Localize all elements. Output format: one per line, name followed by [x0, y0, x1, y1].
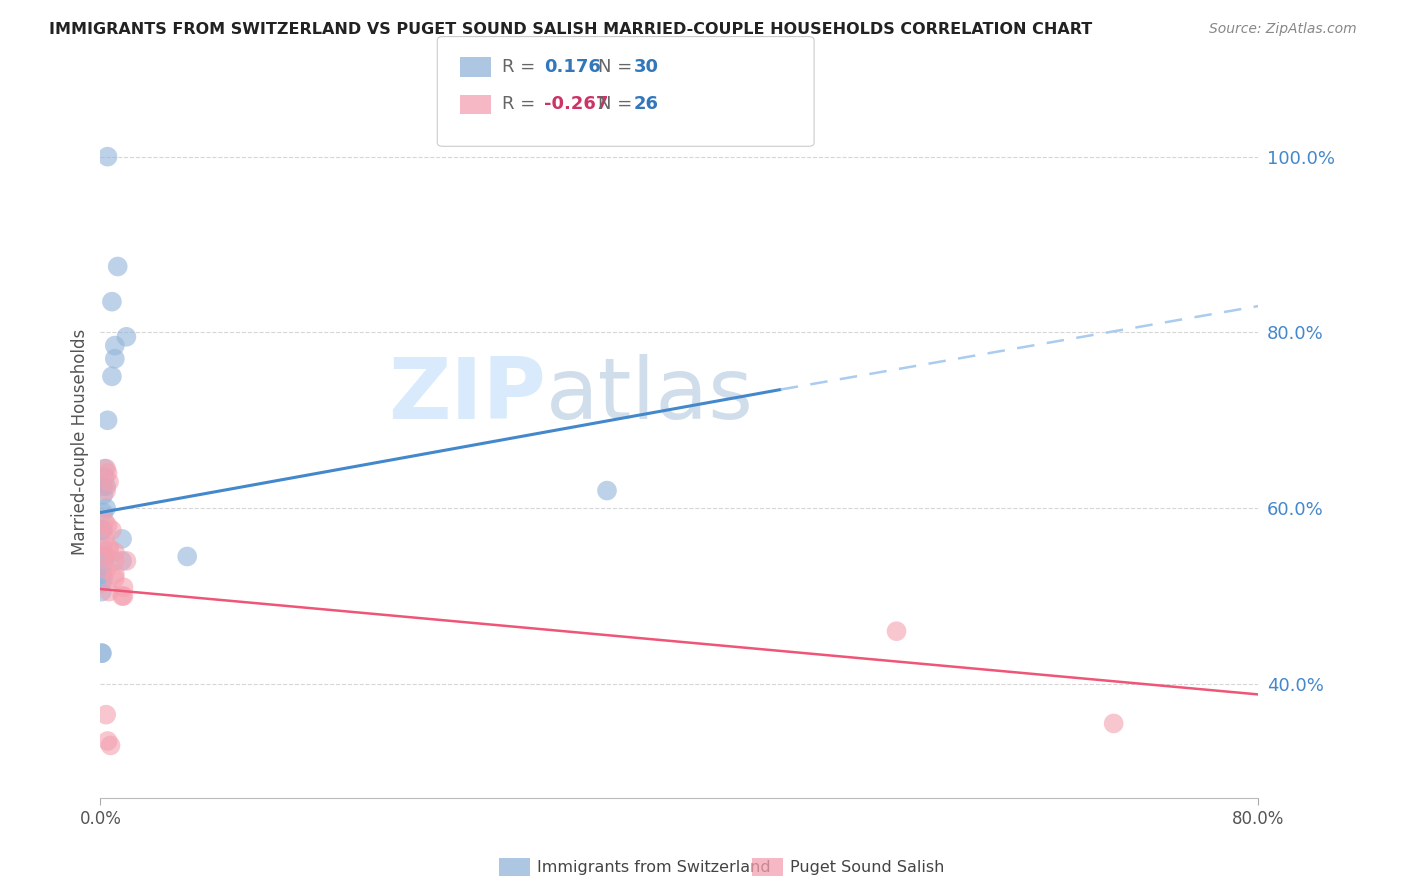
Point	[111, 554, 134, 568]
Point	[886, 624, 908, 639]
Point	[97, 734, 120, 748]
Point	[101, 523, 124, 537]
Point	[98, 475, 121, 489]
Point	[94, 479, 117, 493]
Point	[97, 413, 120, 427]
Point	[97, 518, 120, 533]
Text: 30: 30	[634, 58, 659, 76]
Text: Source: ZipAtlas.com: Source: ZipAtlas.com	[1209, 22, 1357, 37]
Point	[101, 369, 124, 384]
Point	[115, 330, 138, 344]
Point	[104, 571, 127, 585]
Point	[90, 646, 112, 660]
Point	[94, 707, 117, 722]
Point	[97, 466, 120, 480]
Point	[98, 541, 121, 555]
Point	[90, 567, 112, 582]
Point	[94, 483, 117, 498]
Point	[93, 514, 115, 528]
Point	[111, 589, 134, 603]
Point	[90, 541, 112, 555]
Text: R =: R =	[502, 95, 536, 113]
Point	[90, 575, 112, 590]
Point	[94, 563, 117, 577]
Point	[91, 506, 114, 520]
Point	[90, 584, 112, 599]
Point	[91, 523, 114, 537]
Text: N =: N =	[598, 95, 631, 113]
Point	[101, 294, 124, 309]
Point	[98, 543, 121, 558]
Point	[93, 549, 115, 564]
Point	[94, 461, 117, 475]
Point	[104, 338, 127, 352]
Point	[100, 739, 122, 753]
Point	[104, 545, 127, 559]
Point	[115, 554, 138, 568]
Text: Immigrants from Switzerland: Immigrants from Switzerland	[537, 860, 770, 874]
Text: 26: 26	[634, 95, 659, 113]
Point	[104, 554, 127, 568]
Point	[176, 549, 198, 564]
Point	[90, 646, 112, 660]
Text: 0.176: 0.176	[544, 58, 600, 76]
Point	[94, 501, 117, 516]
Point	[98, 584, 121, 599]
Point	[91, 558, 114, 573]
Text: R =: R =	[502, 58, 536, 76]
Text: atlas: atlas	[546, 354, 754, 437]
Point	[93, 470, 115, 484]
Point	[104, 351, 127, 366]
Text: N =: N =	[598, 58, 631, 76]
Point	[93, 461, 115, 475]
Text: ZIP: ZIP	[388, 354, 546, 437]
Point	[90, 523, 112, 537]
Point	[596, 483, 619, 498]
Text: IMMIGRANTS FROM SWITZERLAND VS PUGET SOUND SALISH MARRIED-COUPLE HOUSEHOLDS CORR: IMMIGRANTS FROM SWITZERLAND VS PUGET SOU…	[49, 22, 1092, 37]
Point	[91, 571, 114, 585]
Point	[112, 580, 135, 594]
Text: Puget Sound Salish: Puget Sound Salish	[790, 860, 945, 874]
Point	[94, 549, 117, 564]
Point	[91, 479, 114, 493]
Text: -0.267: -0.267	[544, 95, 609, 113]
Point	[112, 589, 135, 603]
Point	[97, 150, 120, 164]
Point	[107, 260, 129, 274]
Point	[1102, 716, 1125, 731]
Y-axis label: Married-couple Households: Married-couple Households	[72, 329, 89, 556]
Point	[93, 532, 115, 546]
Point	[104, 567, 127, 582]
Point	[91, 488, 114, 502]
Point	[111, 532, 134, 546]
